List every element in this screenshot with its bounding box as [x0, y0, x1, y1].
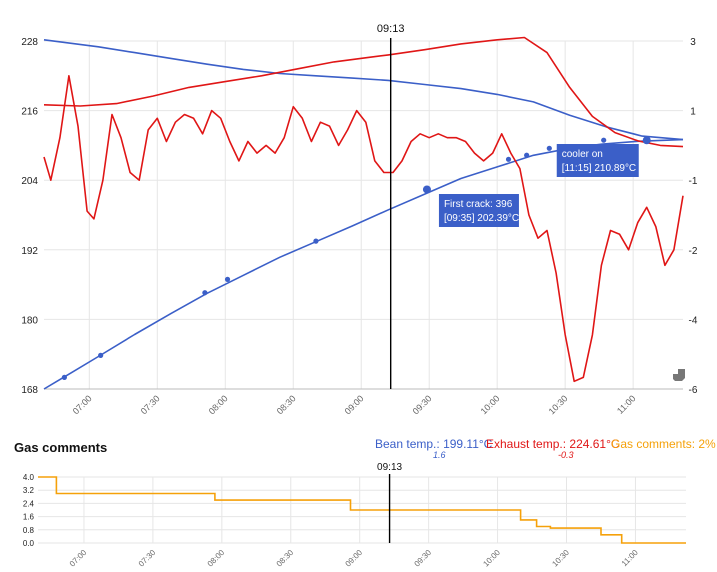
left-tick-label: 204: [21, 176, 38, 187]
x-tick-label: 09:00: [343, 393, 366, 416]
left-tick-label: 216: [21, 107, 38, 118]
gas-y-tick-label: 0.8: [23, 526, 35, 535]
right-tick-label: 1: [690, 107, 696, 118]
annotation-box: [556, 144, 639, 177]
data-marker: [524, 152, 530, 158]
x-tick-label: 11:00: [615, 393, 638, 416]
chart-title: Gas comments: [14, 440, 108, 455]
annotation-line2: [09:35] 202.39°C: [444, 213, 519, 224]
gas-x-tick-label: 09:00: [344, 548, 365, 569]
legend-exhaust[interactable]: Exhaust temp.: 224.61°C -0.3: [486, 437, 620, 460]
data-marker: [61, 374, 67, 380]
series-line-3: [43, 75, 684, 383]
x-tick-label: 08:30: [275, 393, 298, 416]
legend-bean-label: Bean temp.:: [375, 437, 440, 451]
data-marker: [642, 136, 651, 145]
data-marker: [224, 276, 231, 282]
x-tick-label: 07:00: [71, 393, 94, 416]
right-tick-label: -4: [689, 315, 698, 326]
x-tick-label: 10:30: [547, 393, 570, 416]
gas-y-tick-label: 3.2: [23, 486, 35, 495]
data-marker: [313, 238, 319, 244]
gas-x-tick-label: 09:30: [413, 548, 434, 569]
legend-bean-value: 199.11°C: [443, 437, 493, 451]
gas-x-tick-label: 10:00: [481, 548, 502, 569]
right-tick-label: 3: [690, 37, 696, 48]
data-marker: [546, 145, 552, 151]
annotation-box: [438, 194, 519, 227]
legend-gas-label: Gas comments:: [611, 437, 696, 451]
gas-y-tick-label: 2.4: [23, 499, 35, 508]
right-tick-label: -2: [689, 246, 698, 257]
x-tick-label: 09:30: [411, 393, 434, 416]
gas-x-tick-label: 07:30: [137, 548, 158, 569]
cursor-time-label: 09:13: [377, 23, 405, 35]
gas-cursor-time-label: 09:13: [377, 462, 402, 473]
gas-x-tick-label: 08:30: [275, 548, 296, 569]
right-tick-label: -6: [689, 385, 698, 396]
left-tick-label: 228: [21, 37, 38, 48]
data-marker: [505, 156, 512, 162]
left-tick-label: 180: [21, 315, 38, 326]
legend-gas-value: 2%: [698, 437, 716, 451]
legend-exhaust-delta: -0.3: [558, 450, 574, 460]
right-tick-label: -1: [689, 176, 698, 187]
gas-y-tick-label: 1.6: [23, 513, 35, 522]
gas-x-tick-label: 07:00: [68, 548, 89, 569]
data-marker: [422, 185, 431, 194]
annotation-line1: cooler on: [562, 149, 603, 160]
gas-x-tick-label: 08:00: [206, 548, 227, 569]
gas-series-line: [38, 476, 686, 544]
expand-corner-icon: [673, 369, 685, 381]
data-marker: [601, 137, 607, 143]
annotation-line1: First crack: 396: [444, 199, 513, 210]
legend-bean[interactable]: Bean temp.: 199.11°C 1.6: [375, 437, 493, 460]
legend-bean-delta: 1.6: [433, 450, 446, 460]
gas-y-tick-label: 4.0: [23, 473, 35, 482]
left-tick-label: 192: [21, 246, 38, 257]
legend-exhaust-label: Exhaust temp.:: [486, 437, 567, 451]
left-tick-label: 168: [21, 385, 38, 396]
legend-exhaust-value: 224.61°C: [569, 437, 620, 451]
series-line-2: [43, 36, 684, 148]
x-tick-label: 10:00: [479, 393, 502, 416]
gas-x-tick-label: 11:00: [620, 548, 640, 568]
gas-x-tick-label: 10:30: [550, 548, 571, 569]
series-line-1: [43, 39, 684, 141]
x-tick-label: 08:00: [207, 393, 230, 416]
data-marker: [202, 290, 208, 296]
x-tick-label: 07:30: [139, 393, 162, 416]
data-marker: [98, 352, 104, 358]
gas-y-tick-label: 0.0: [23, 539, 35, 548]
legend-gas[interactable]: Gas comments: 2%: [611, 437, 716, 451]
annotation-line2: [11:15] 210.89°C: [562, 163, 636, 174]
